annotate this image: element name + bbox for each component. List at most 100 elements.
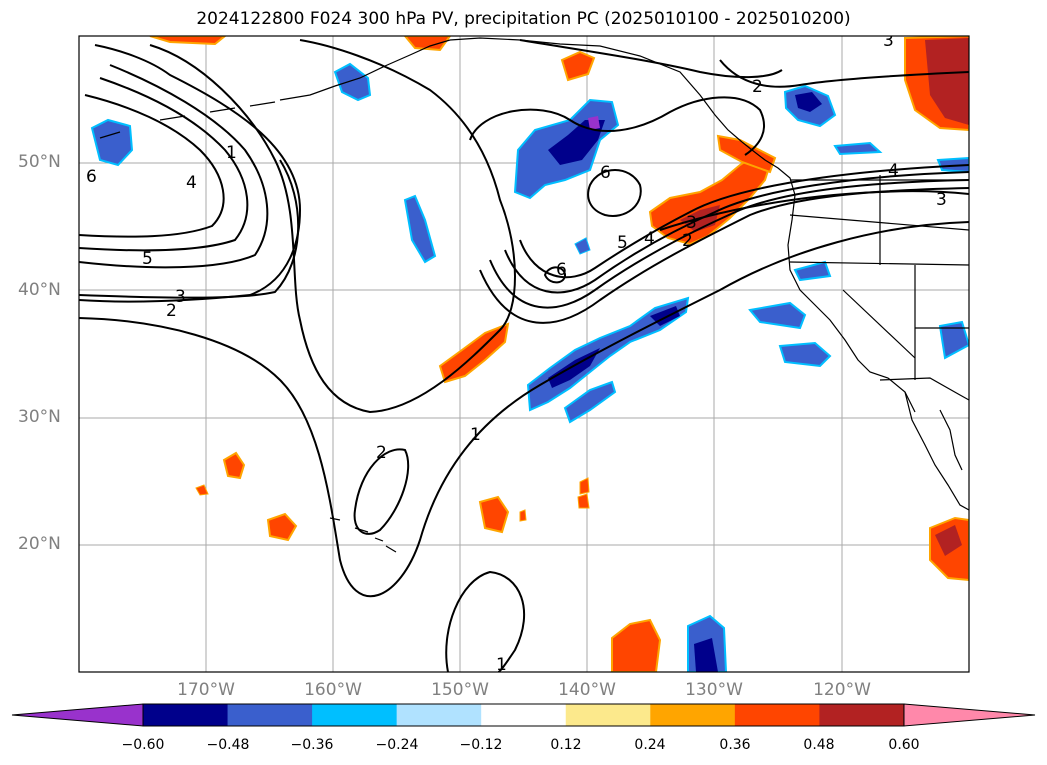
colorbar-tick-3: −0.36 xyxy=(290,737,334,753)
precip-patch-blue-3 xyxy=(90,118,134,167)
precip-patch-blue-2 xyxy=(333,62,372,102)
precip-patch-blue-9 xyxy=(748,301,807,330)
precip-patch-orange-3 xyxy=(195,484,209,496)
contour-label-4-a: 4 xyxy=(186,173,197,193)
precip-patch-orange-5 xyxy=(478,495,510,534)
border-states-4 xyxy=(842,289,916,359)
contour-label-6-b: 6 xyxy=(600,163,611,183)
precip-patch-blue-11 xyxy=(938,320,969,360)
colorbar-tick-1: −0.60 xyxy=(121,737,165,753)
contour-labels: 1 4 6 5 3 2 6 6 5 4 3 2 2 4 3 3 1 2 1 xyxy=(86,31,947,675)
contour-label-1-b: 1 xyxy=(470,425,481,445)
precip-patch-orange-8 xyxy=(577,493,590,509)
precip-patch-blue-6 xyxy=(833,141,883,156)
contour-label-5-b: 5 xyxy=(617,233,628,253)
colorbar-tick-5: −0.12 xyxy=(459,737,503,753)
pv-contour-ridge-2 xyxy=(519,39,783,79)
contour-label-4-c: 4 xyxy=(888,161,899,181)
precip-patch-blue-8 xyxy=(793,260,832,282)
colorbar-segment-3 xyxy=(312,704,398,726)
coastlines xyxy=(99,37,969,553)
pv-contour-2-south xyxy=(79,221,969,598)
colorbar-tick-2: −0.48 xyxy=(206,737,250,753)
colorbar-segment-4 xyxy=(396,704,482,726)
pv-contour-4 xyxy=(79,64,269,269)
contour-label-6-c: 6 xyxy=(556,260,567,280)
contour-label-3-d: 3 xyxy=(883,31,894,51)
precip-patch-blue-1-core xyxy=(548,120,605,165)
coastline-us-west xyxy=(787,194,916,413)
precip-patch-orange-2 xyxy=(222,451,246,480)
precip-patch-orange-6 xyxy=(519,509,527,522)
colorbar-segment-2 xyxy=(227,704,313,726)
precip-patch-blue-5-core xyxy=(795,92,822,112)
precip-patch-ne-core xyxy=(925,38,969,125)
pv-contour-6-small xyxy=(543,266,566,284)
contour-label-3-a: 3 xyxy=(175,287,186,307)
pv-contour-3 xyxy=(79,159,300,299)
contour-label-2-d: 2 xyxy=(376,443,387,463)
coastline-aleutians xyxy=(99,101,276,139)
colorbar-segment-5 xyxy=(481,704,567,726)
coastline-baja xyxy=(904,391,969,511)
lon-tick-120w: 120°W xyxy=(813,680,871,700)
colorbar-tick-9: 0.48 xyxy=(803,737,835,753)
contour-label-5-a: 5 xyxy=(142,249,153,269)
colorbar-segment-1 xyxy=(143,704,229,726)
contour-label-3-b: 3 xyxy=(686,213,697,233)
pv-contour-6-closed xyxy=(587,169,642,217)
precip-patch-orange-7 xyxy=(579,477,590,495)
coastline-mexico-gulf xyxy=(939,409,963,471)
pv-contour-2-ne xyxy=(719,59,969,88)
colorbar-segment-8 xyxy=(734,704,820,726)
map-title: 2024122800 F024 300 hPa PV, precipitatio… xyxy=(196,9,851,29)
colorbar-segment-9 xyxy=(819,704,905,726)
pv-contour-trough-b xyxy=(489,179,969,309)
colorbar-tick-8: 0.36 xyxy=(719,737,751,753)
contour-label-1-a: 1 xyxy=(226,143,237,163)
map-border xyxy=(78,35,970,673)
colorbar-tick-6: 0.12 xyxy=(550,737,582,753)
lat-tick-20n: 20°N xyxy=(18,534,61,554)
contour-label-3-c: 3 xyxy=(936,190,947,210)
pv-contour-2-closed xyxy=(353,448,410,535)
colorbar-tick-4: −0.24 xyxy=(375,737,419,753)
contour-label-2-c: 2 xyxy=(752,77,763,97)
lat-tick-40n: 40°N xyxy=(18,280,61,300)
colorbar-border xyxy=(142,703,905,727)
colorbar-extend-max xyxy=(903,703,1036,727)
colorbar-tick-10: 0.60 xyxy=(888,737,920,753)
pv-contour-5 xyxy=(79,77,249,252)
contour-label-4-b: 4 xyxy=(644,229,655,249)
precip-patch-blue-13 xyxy=(563,380,617,424)
precip-patch-top xyxy=(149,36,227,46)
coastline-bc xyxy=(741,141,796,196)
precip-patch-top3 xyxy=(560,50,596,82)
pv-contour-2-north xyxy=(79,44,302,303)
precip-patch-blue-4 xyxy=(403,194,437,264)
colorbar-segment-6 xyxy=(565,704,651,726)
hawaii-islands xyxy=(329,517,397,553)
contour-label-1-c: 1 xyxy=(496,655,507,675)
lon-tick-150w: 150°W xyxy=(431,680,489,700)
lat-tick-50n: 50°N xyxy=(18,152,61,172)
contour-label-2-a: 2 xyxy=(166,301,177,321)
pv-contours xyxy=(79,39,969,672)
pv-contour-trough-c xyxy=(504,171,969,294)
colorbar-extend-min xyxy=(11,703,144,727)
pv-contour-trough-d xyxy=(519,164,969,279)
coastline-gulf-alaska xyxy=(449,37,743,143)
colorbar-segments xyxy=(11,703,1036,727)
pv-contour-6 xyxy=(79,94,225,238)
lon-tick-140w: 140°W xyxy=(558,680,616,700)
pv-contour-1-loop xyxy=(149,39,516,414)
contour-label-2-b: 2 xyxy=(682,231,693,251)
pv-contour-1-closed xyxy=(445,570,525,672)
precip-patch-orange-4 xyxy=(266,512,298,542)
colorbar-tick-7: 0.24 xyxy=(634,737,666,753)
pv-contour-ridge-1 xyxy=(469,96,765,156)
lon-tick-170w: 170°W xyxy=(177,680,235,700)
precip-patch-orange-10-core xyxy=(935,525,962,556)
